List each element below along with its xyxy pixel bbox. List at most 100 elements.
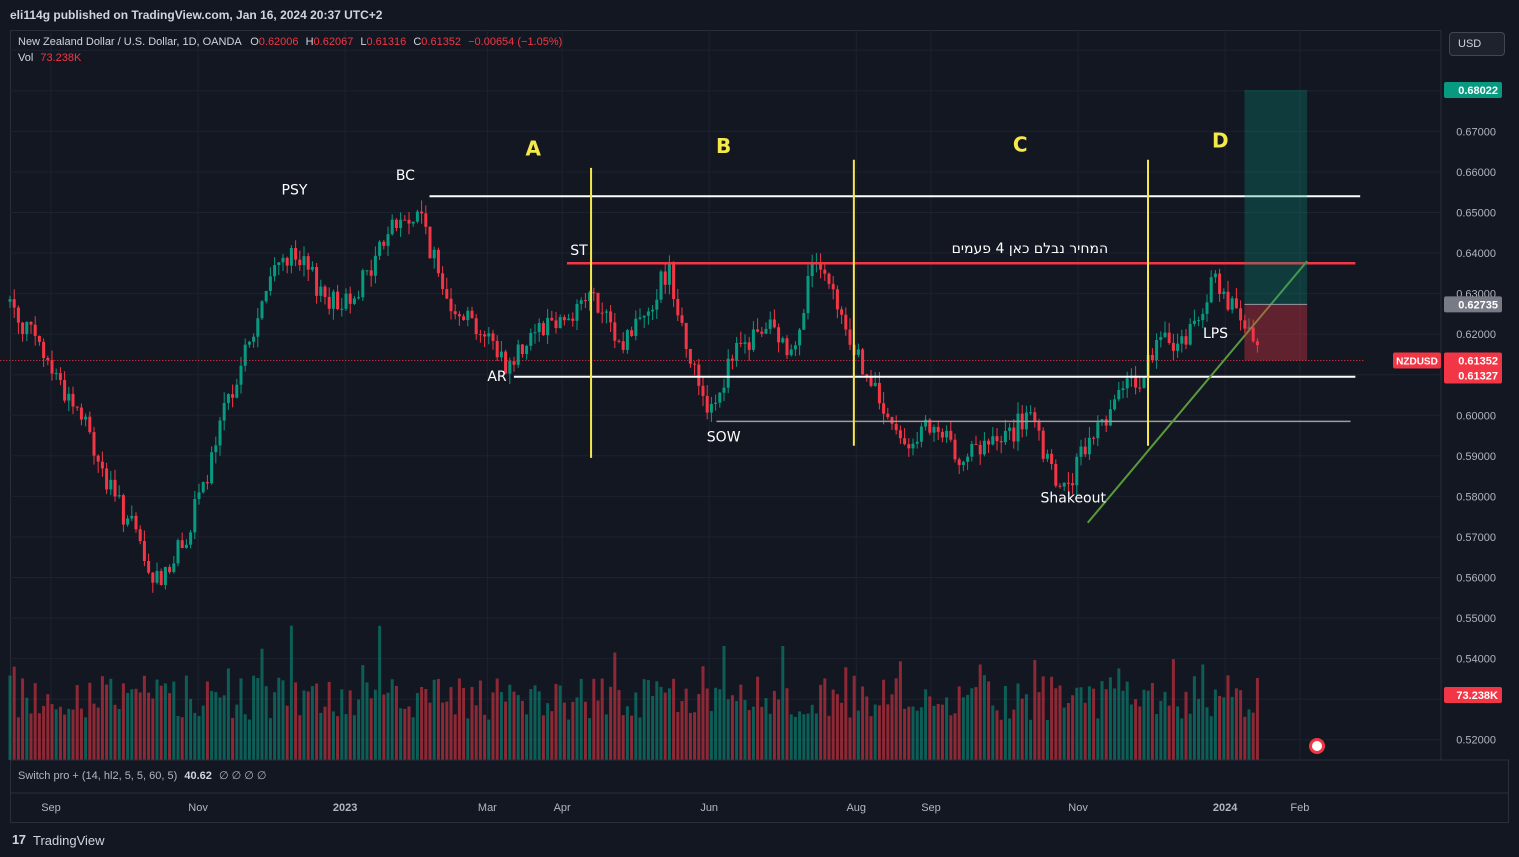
volume-bar: [142, 675, 146, 760]
candle-body: [340, 308, 344, 310]
volume-bar: [1159, 700, 1163, 760]
volume-bar: [462, 687, 466, 760]
price-axis: 0.690000.680000.670000.660000.650000.640…: [1393, 30, 1509, 760]
currency-button[interactable]: USD: [1449, 32, 1505, 56]
volume-bar: [50, 704, 54, 760]
candle-body: [978, 444, 982, 455]
volume-bar: [961, 697, 965, 760]
volume-bar: [592, 678, 596, 760]
publisher-text: eli114g published on TradingView.com, Ja…: [10, 8, 383, 22]
indicator-legend[interactable]: Switch pro + (14, hl2, 5, 5, 60, 5) 40.6…: [18, 769, 266, 782]
candle-body: [781, 338, 785, 343]
candle-body: [218, 420, 222, 446]
candle-body: [550, 317, 554, 321]
candle-body: [499, 351, 503, 358]
volume-bar: [1058, 685, 1062, 760]
volume-bar: [1239, 690, 1243, 760]
candle-body: [638, 317, 642, 319]
price-tick-label: 0.54000: [1456, 654, 1496, 666]
candle-body: [537, 322, 541, 333]
volume-bar: [1234, 688, 1238, 760]
volume-bar: [684, 688, 688, 760]
volume-bar: [373, 689, 377, 760]
candle-body: [823, 269, 827, 274]
candle-body: [1234, 298, 1238, 309]
candle-body: [1008, 427, 1012, 431]
candle-body: [151, 572, 155, 583]
volume-bar: [310, 686, 314, 760]
volume-bar: [315, 683, 319, 760]
volume-bar: [466, 718, 470, 760]
volume-bar: [672, 678, 676, 760]
time-tick-label: Mar: [478, 802, 497, 814]
volume-bar: [1155, 714, 1159, 760]
price-tick-label: 0.58000: [1456, 491, 1496, 503]
candle-body: [634, 318, 638, 336]
candle-body: [84, 416, 88, 420]
candle-body: [415, 211, 419, 222]
volume-bar: [495, 678, 499, 760]
candle-body: [8, 299, 12, 302]
volume-bar: [583, 701, 587, 760]
candle-body: [995, 436, 999, 441]
candle-body: [121, 495, 125, 525]
candle-body: [1197, 320, 1201, 322]
candle-body: [495, 340, 499, 358]
candle-body: [697, 364, 701, 386]
candle-body: [457, 314, 461, 317]
volume-bar: [415, 693, 419, 760]
volume-bar: [46, 694, 50, 760]
volume-bar: [760, 706, 764, 760]
volume-bar: [840, 702, 844, 760]
volume-bar: [1054, 688, 1058, 760]
candle-body: [1163, 332, 1167, 337]
candle-body: [932, 426, 936, 433]
close-label: C: [413, 36, 422, 48]
volume-bar: [991, 705, 995, 760]
volume-bar: [970, 688, 974, 760]
candle-body: [159, 571, 163, 585]
candle-body: [420, 211, 424, 214]
candle-body: [75, 406, 79, 408]
chart-annotation-label: ST: [570, 243, 588, 259]
volume-bar: [789, 714, 793, 760]
volume-bar: [231, 718, 235, 760]
candle-body: [483, 334, 487, 337]
candle-body: [193, 498, 197, 533]
candle-body: [856, 349, 860, 355]
volume-bar: [348, 690, 352, 760]
candle-body: [235, 384, 239, 398]
candle-body: [739, 342, 743, 344]
volume-bar: [256, 678, 260, 760]
volume-bar: [898, 661, 902, 760]
candle-body: [919, 426, 923, 442]
volume-bar: [1205, 707, 1209, 760]
price-tick-label: 0.55000: [1456, 613, 1496, 625]
low-label: L: [360, 36, 367, 48]
candle-body: [226, 394, 230, 403]
volume-bar: [567, 719, 571, 760]
volume-bar: [264, 686, 268, 760]
volume-bar: [184, 675, 188, 760]
symbol-legend: New Zealand Dollar / U.S. Dollar, 1D, OA…: [18, 36, 562, 48]
volume-bar: [533, 685, 537, 760]
volume-bar: [474, 705, 478, 760]
volume-bar: [1125, 681, 1129, 760]
volume-bar: [625, 706, 629, 760]
volume-bar: [42, 705, 46, 760]
candle-body: [1003, 430, 1007, 443]
candle-body: [357, 297, 361, 299]
candle-body: [802, 313, 806, 330]
volume-bar: [663, 692, 667, 760]
candle-body: [861, 349, 865, 375]
volume-bar: [848, 717, 852, 760]
volume-bar: [1071, 695, 1075, 760]
candle-body: [67, 393, 71, 401]
volume-bar: [390, 679, 394, 760]
volume-bar: [512, 691, 516, 760]
price-tick-label: 0.56000: [1456, 573, 1496, 585]
volume-bar: [1146, 690, 1150, 760]
volume-bar: [932, 705, 936, 760]
candle-body: [928, 419, 932, 433]
